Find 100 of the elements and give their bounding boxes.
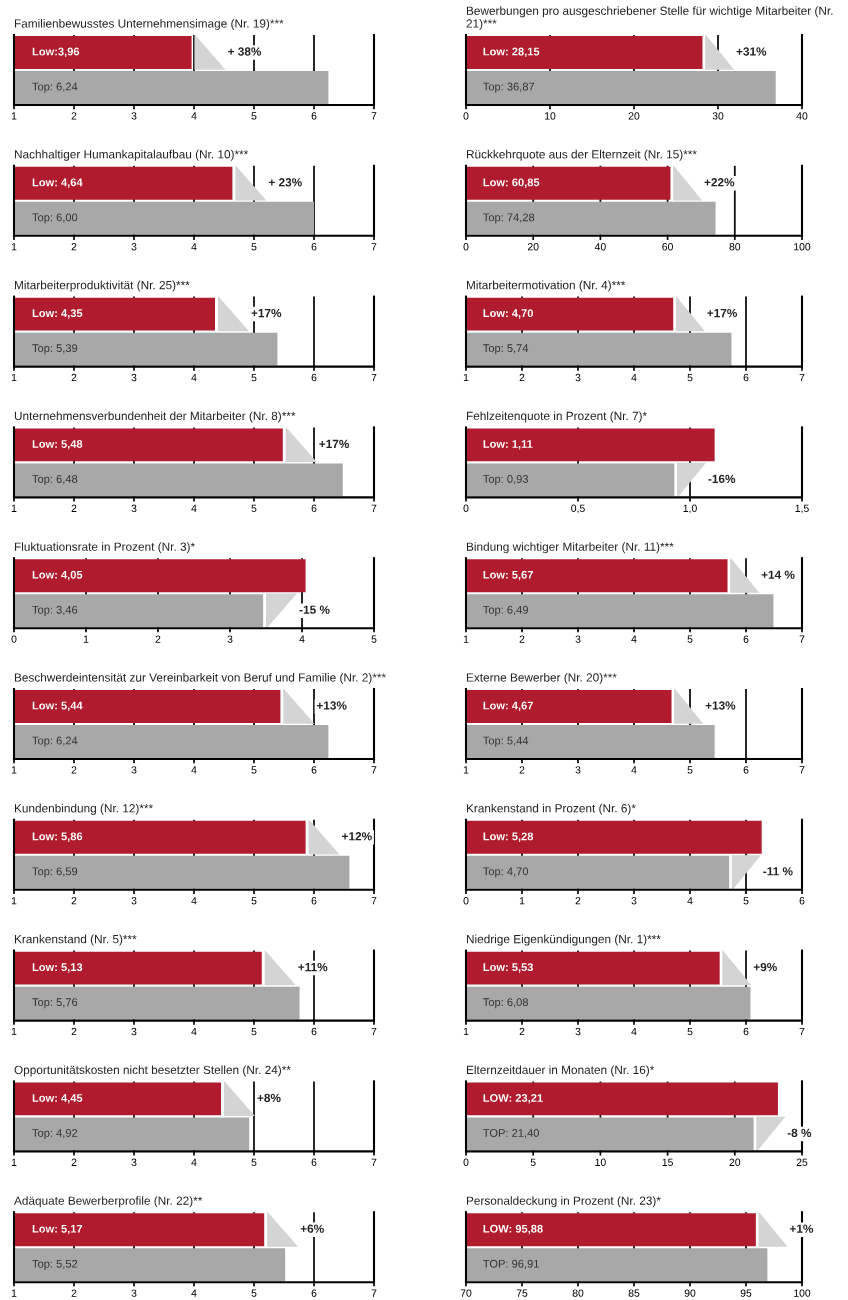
x-tick-label: 2 — [519, 373, 525, 382]
annotation: +31% — [736, 47, 767, 56]
data-label: Low: 5,13 — [32, 963, 83, 973]
x-tick-label: 60 — [662, 243, 673, 251]
chart-title: Familienbewusstes Unternehmensimage (Nr. 19)*** — [14, 19, 284, 30]
annotation: +17% — [319, 439, 350, 449]
x-tick-label: 7 — [371, 1027, 377, 1036]
data-label: Low: 60,85 — [483, 178, 540, 188]
data-label: Low: 1,11 — [483, 440, 533, 450]
x-tick-label: 40 — [796, 112, 808, 120]
data-label: Top: 6,49 — [483, 605, 528, 616]
x-tick-label: 6 — [743, 373, 749, 382]
x-tick-label: 40 — [594, 243, 606, 251]
x-tick-label: 6 — [311, 243, 317, 251]
annotation: -8 % — [787, 1128, 812, 1138]
data-label: Top: 6,24 — [32, 82, 78, 93]
chart-title: Beschwerdeintensität zur Vereinbarkeit von Beruf und Familie (Nr. 2)*** — [14, 672, 386, 684]
chart-title: Nachhaltiger Humankapitalaufbau (Nr. 10)*** — [14, 149, 249, 161]
x-tick-label: 7 — [371, 504, 377, 512]
data-label: Top: 5,39 — [32, 344, 78, 355]
chart-title: Krankenstand (Nr. 5)*** — [14, 934, 137, 946]
x-tick-label: 6 — [311, 1158, 317, 1166]
data-label: Top: 0,93 — [483, 475, 529, 486]
x-tick-label: 5 — [687, 1027, 693, 1036]
data-label: TOP: 96,91 — [483, 1259, 539, 1269]
data-label: Low: 5,53 — [483, 963, 534, 973]
data-label: LOW: 23,21 — [483, 1094, 543, 1104]
x-tick-label: 10 — [595, 1158, 606, 1166]
x-tick-label: 7 — [799, 373, 805, 382]
x-tick-label: 1 — [11, 897, 17, 905]
x-tick-label: 3 — [631, 897, 637, 905]
x-tick-label: 1 — [83, 635, 89, 643]
x-tick-label: 100 — [794, 1289, 811, 1297]
x-tick-label: 3 — [227, 635, 233, 643]
x-tick-label: 0 — [463, 1158, 469, 1166]
x-tick-label: 4 — [191, 1158, 197, 1166]
x-tick-label: 1 — [463, 635, 469, 643]
x-tick-label: 20 — [729, 1158, 741, 1166]
x-tick-label: 0,5 — [571, 504, 585, 514]
x-tick-label: 4 — [191, 1289, 197, 1297]
x-tick-label: 5 — [743, 897, 749, 905]
x-tick-label: 1 — [463, 766, 469, 774]
x-tick-label: 2 — [519, 766, 525, 774]
x-tick-label: 3 — [575, 635, 581, 643]
x-tick-label: 3 — [575, 373, 581, 382]
data-label: Top: 6,00 — [32, 213, 78, 224]
x-tick-label: 1 — [463, 1027, 469, 1036]
chart-title: Mitarbeitermotivation (Nr. 4)*** — [466, 280, 626, 292]
data-label: Low: 5,28 — [483, 832, 534, 842]
annotation: -11 % — [763, 867, 793, 876]
x-tick-label: 6 — [799, 897, 805, 905]
data-label: Low: 5,48 — [32, 440, 83, 450]
data-label: Top: 6,24 — [32, 736, 78, 747]
x-tick-label: 80 — [729, 243, 741, 251]
x-tick-label: 4 — [687, 897, 693, 905]
x-tick-label: 7 — [371, 766, 377, 774]
x-tick-label: 2 — [71, 766, 77, 774]
data-label: Low: 4,67 — [483, 701, 533, 712]
x-tick-label: 0 — [463, 897, 469, 905]
x-tick-label: 1 — [11, 373, 17, 382]
x-tick-label: 5 — [251, 243, 257, 251]
x-tick-label: 6 — [743, 766, 749, 774]
x-tick-label: 7 — [371, 1158, 377, 1166]
x-tick-label: 1 — [519, 897, 525, 905]
x-tick-label: 6 — [311, 112, 317, 120]
data-label: Low: 5,44 — [32, 701, 83, 712]
x-tick-label: 5 — [251, 766, 257, 774]
x-tick-label: 5 — [251, 1158, 257, 1166]
x-tick-label: 5 — [371, 635, 377, 643]
annotation: +22% — [704, 178, 735, 187]
x-tick-label: 3 — [131, 112, 137, 120]
x-tick-label: 7 — [371, 897, 377, 905]
x-tick-label: 100 — [794, 243, 811, 251]
data-label: Top: 5,44 — [483, 736, 529, 747]
annotation: +11% — [298, 962, 328, 972]
x-tick-label: 10 — [545, 112, 556, 120]
x-tick-label: 30 — [712, 112, 724, 120]
data-label: Top: 5,76 — [32, 998, 78, 1009]
x-tick-label: 1 — [463, 373, 469, 382]
x-tick-label: 3 — [575, 1027, 581, 1036]
x-tick-label: 5 — [251, 897, 257, 905]
chart-title: Externe Bewerber (Nr. 20)*** — [466, 672, 617, 684]
x-tick-label: 0 — [463, 504, 469, 512]
annotation: +17% — [251, 308, 282, 318]
x-tick-label: 20 — [628, 112, 640, 120]
data-label: Top: 4,92 — [32, 1129, 78, 1140]
x-tick-label: 2 — [71, 1027, 77, 1036]
annotation: +1% — [789, 1224, 814, 1233]
x-tick-label: 7 — [799, 766, 805, 774]
x-tick-label: 6 — [311, 897, 317, 905]
chart-title: Fehlzeitenquote in Prozent (Nr. 7)* — [466, 411, 647, 423]
x-tick-label: 2 — [71, 897, 77, 905]
annotation: +12% — [342, 832, 372, 841]
x-tick-label: 5 — [687, 766, 693, 774]
x-tick-label: 6 — [311, 504, 317, 512]
x-tick-label: 4 — [191, 243, 197, 251]
x-tick-label: 3 — [131, 373, 137, 382]
x-tick-label: 1 — [11, 1289, 17, 1297]
x-tick-label: 5 — [251, 112, 257, 120]
x-tick-label: 6 — [311, 1027, 317, 1036]
